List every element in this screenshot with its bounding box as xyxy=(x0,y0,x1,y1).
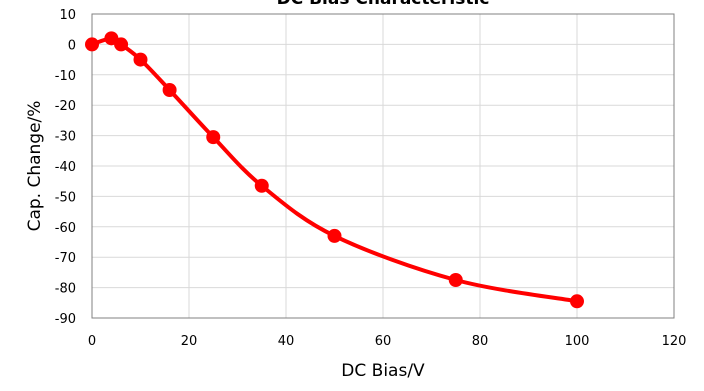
y-tick-label: -80 xyxy=(55,282,76,297)
x-tick-label: 100 xyxy=(565,334,590,349)
y-tick-label: -70 xyxy=(55,251,76,266)
y-axis-ticks: 10 0 -10 -20 -30 -40 -50 -60 -70 -80 -90 xyxy=(55,8,76,327)
x-tick-label: 80 xyxy=(472,334,489,349)
y-tick-label: -20 xyxy=(55,99,76,114)
x-axis-ticks: 0 20 40 60 80 100 120 xyxy=(88,334,687,349)
y-tick-label: -10 xyxy=(55,69,76,84)
series-line xyxy=(90,36,579,304)
y-tick-label: -90 xyxy=(55,312,76,327)
y-tick-label: 0 xyxy=(68,38,76,53)
x-tick-label: 20 xyxy=(181,334,198,349)
grid xyxy=(91,13,675,319)
series-markers xyxy=(85,31,584,309)
y-tick-label: 10 xyxy=(59,8,76,23)
x-tick-label: 60 xyxy=(375,334,392,349)
data-point-marker xyxy=(133,52,148,67)
y-tick-label: -50 xyxy=(55,190,76,205)
plot-area-frame xyxy=(91,13,675,319)
y-tick-label: -30 xyxy=(55,130,76,145)
data-point-marker xyxy=(254,178,269,193)
data-point-marker xyxy=(162,83,177,97)
y-axis-title: Cap. Change/% xyxy=(25,101,45,232)
data-point-marker xyxy=(448,273,463,287)
data-point-marker xyxy=(114,37,129,52)
x-axis-title: DC Bias/V xyxy=(341,361,425,381)
y-tick-label: -40 xyxy=(55,160,76,175)
data-point-marker xyxy=(570,294,584,309)
x-tick-label: 0 xyxy=(88,334,96,349)
data-point-marker xyxy=(206,130,221,145)
chart-title: DC Bias Characteristic xyxy=(277,0,490,9)
x-tick-label: 120 xyxy=(662,334,687,349)
data-point-marker xyxy=(85,37,99,52)
x-tick-label: 40 xyxy=(278,334,295,349)
data-point-marker xyxy=(327,228,342,243)
y-tick-label: -60 xyxy=(55,221,76,236)
